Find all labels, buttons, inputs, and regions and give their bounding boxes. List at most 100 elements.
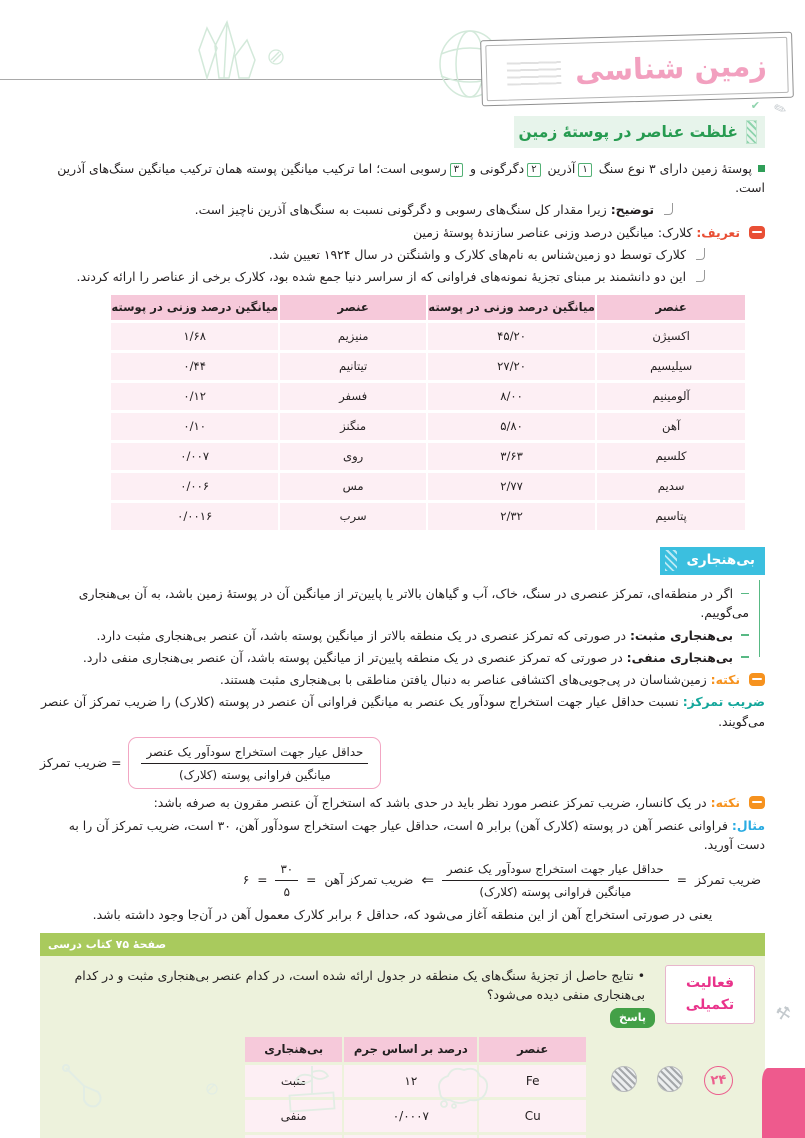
cell: مس	[280, 473, 426, 501]
intro-post: رسوبی است؛ اما ترکیب میانگین پوسته همان …	[57, 161, 765, 196]
table-row: آهن ۵/۸۰ منگنز ۰/۱۰	[111, 413, 745, 441]
cell: ۰/۴۴	[111, 353, 279, 381]
fraction-numerator: ۳۰	[275, 860, 299, 882]
equals-sign: =	[306, 873, 317, 888]
intro-word2: دگرگونی و	[469, 161, 525, 177]
example-label: مثال:	[731, 817, 765, 833]
cell: ۰/۰۰۷	[111, 443, 279, 471]
note2-label: نکته:	[710, 795, 741, 811]
definition-bubble-icon	[749, 225, 765, 239]
fraction-denominator: میانگین فراوانی پوسته (کلارک)	[479, 885, 632, 900]
pencil-doodle-icon: ✎	[771, 98, 790, 120]
anomaly-positive-text: در صورتی که تمرکز عنصری در یک منطقه بالا…	[96, 627, 626, 643]
fraction: ۳۰ ۵	[275, 860, 299, 902]
cell: تیتانیم	[280, 353, 426, 381]
anomaly-negative-line: بی‌هنجاری منفی: در صورتی که تمرکز عنصری …	[40, 648, 749, 667]
anomaly-result-table: عنصر درصد بر اساس جرم بی‌هنجاری Fe ۱۲ مث…	[243, 1034, 588, 1138]
example-text: فراوانی عنصر آهن در پوسته (کلارک آهن) بر…	[68, 817, 765, 852]
anomaly-hatch-icon	[665, 550, 678, 572]
activity-label-line2: تکمیلی	[685, 997, 735, 1014]
clark-history-text1: کلارک توسط دو زمین‌شناس به نام‌های کلارک…	[268, 246, 687, 262]
cell: آلومینیم	[597, 383, 745, 411]
cell: ۰/۰۰۶	[111, 473, 279, 501]
cell: ۸/۰۰	[427, 383, 596, 411]
cell: کلسیم	[597, 443, 745, 471]
cell: ۰/۰۰۰۷	[344, 1100, 478, 1133]
book-title-banner: زمین شناسی	[480, 31, 794, 107]
activity-question: • نتایج حاصل از تجزیهٔ سنگ‌های یک منطقه …	[52, 966, 645, 1004]
explanation-line: توضیح: زیرا مقدار کل سنگ‌های رسوبی و دگر…	[40, 200, 765, 219]
cell: منفی	[245, 1100, 343, 1133]
crystals-icon	[198, 20, 256, 80]
edge-tab	[762, 1068, 805, 1138]
cell: Pb	[479, 1135, 586, 1138]
table-row: آلومینیم ۸/۰۰ فسفر ۰/۱۲	[111, 383, 745, 411]
question-text: نتایج حاصل از تجزیهٔ سنگ‌های یک منطقه در…	[74, 967, 645, 1003]
col-mass-percent: درصد بر اساس جرم	[344, 1037, 478, 1063]
note-bubble-icon	[749, 673, 765, 687]
cell: ۲۷/۲۰	[427, 353, 596, 381]
col-element: عنصر	[479, 1037, 586, 1063]
table-header-row: عنصر میانگین درصد وزنی در پوسته عنصر میا…	[111, 295, 745, 321]
cell: روی	[280, 443, 426, 471]
example-line: مثال: فراوانی عنصر آهن در پوسته (کلارک آ…	[40, 816, 765, 854]
cell: ۰/۰۱	[344, 1135, 478, 1138]
coefficient-label: ضریب تمرکز:	[682, 694, 765, 710]
activity-label-line1: فعالیت	[685, 974, 735, 991]
table-row: Pb ۰/۰۱ مثبت	[245, 1135, 586, 1138]
cell: اکسیژن	[597, 323, 745, 351]
iron-coefficient-label: ضریب تمرکز آهن	[324, 873, 414, 888]
cell: آهن	[597, 413, 745, 441]
table-row: سدیم ۲/۷۷ مس ۰/۰۰۶	[111, 473, 745, 501]
fraction-numerator: حداقل عیار جهت استخراج سودآور یک عنصر	[441, 860, 669, 882]
section-title: غلظت عناصر در پوستهٔ زمین	[518, 123, 738, 141]
anomaly-title: بی‌هنجاری	[686, 552, 755, 569]
formula2-result: ۶	[242, 873, 250, 888]
title-hatch-icon	[746, 120, 757, 145]
cell: منگنز	[280, 413, 426, 441]
fraction-denominator: میانگین فراوانی پوسته (کلارک)	[178, 768, 331, 783]
note2-text: در یک کانسار، ضریب تمرکز عنصر مورد نظر ب…	[153, 795, 707, 811]
cell: ۲/۷۷	[427, 473, 596, 501]
formula1-label: = ضریب تمرکز	[40, 755, 122, 771]
equals-sign: =	[676, 873, 687, 888]
anomaly-negative-label: بی‌هنجاری منفی:	[626, 649, 734, 665]
table-row: سیلیسیم ۲۷/۲۰ تیتانیم ۰/۴۴	[111, 353, 745, 381]
anomaly-line1: اگر در منطقه‌ای، تمرکز عنصری در سنگ، خاک…	[40, 584, 749, 622]
col-anomaly: بی‌هنجاری	[245, 1037, 343, 1063]
cell: سرب	[280, 503, 426, 531]
formula1-fraction-box: حداقل عیار جهت استخراج سودآور یک عنصر می…	[128, 736, 382, 790]
cell: ۴۵/۲۰	[427, 323, 596, 351]
clark-history-line2: این دو دانشمند بر مبنای تجزیهٔ نمونه‌های…	[40, 267, 765, 286]
badge-3: ۳	[449, 163, 463, 178]
implies-arrow-icon: ⇐	[421, 871, 434, 890]
explanation-label: توضیح:	[610, 202, 655, 218]
formula2-label: ضریب تمرکز	[695, 873, 761, 888]
fraction-numerator: حداقل عیار جهت استخراج سودآور یک عنصر	[141, 743, 369, 765]
iron-formula: ضریب تمرکز = حداقل عیار جهت استخراج سودآ…	[40, 860, 761, 902]
anomaly-positive-line: بی‌هنجاری مثبت: در صورتی که تمرکز عنصری …	[40, 626, 749, 645]
cell: سیلیسیم	[597, 353, 745, 381]
definition-text: کلارک: میانگین درصد وزنی عناصر سازندهٔ پ…	[413, 224, 693, 240]
col-element-b: عنصر	[280, 295, 426, 321]
coefficient-text: نسبت حداقل عیار جهت استخراج سودآور یک عن…	[41, 694, 765, 729]
table-row: اکسیژن ۴۵/۲۰ منیزیم ۱/۶۸	[111, 323, 745, 351]
connector-corner	[696, 247, 705, 260]
definition-line: تعریف: کلارک: میانگین درصد وزنی عناصر سا…	[40, 223, 765, 242]
cell: ۵/۸۰	[427, 413, 596, 441]
intro-word1: آذرین	[547, 161, 576, 177]
col-percent-a: میانگین درصد وزنی در پوسته	[427, 295, 596, 321]
fraction: حداقل عیار جهت استخراج سودآور یک عنصر می…	[441, 860, 669, 902]
note1-line: نکته: زمین‌شناسان در پی‌جویی‌های اکتشافی…	[40, 670, 765, 689]
table-row: Fe ۱۲ مثبت	[245, 1065, 586, 1098]
clark-history-text2: این دو دانشمند بر مبنای تجزیهٔ نمونه‌های…	[76, 269, 687, 285]
textbook-page-bar: صفحهٔ ۷۵ کتاب درسی	[40, 932, 765, 956]
check-doodle-icon: ✔	[750, 99, 760, 112]
connector-corner	[696, 270, 705, 283]
note1-label: نکته:	[710, 672, 741, 688]
main-content: غلظت عناصر در پوستهٔ زمین پوستهٔ زمین دا…	[40, 116, 765, 1138]
cell: ۱۲	[344, 1065, 478, 1098]
table-row: پتاسیم ۲/۳۲ سرب ۰/۰۰۱۶	[111, 503, 745, 531]
decorative-circle	[611, 1066, 637, 1092]
